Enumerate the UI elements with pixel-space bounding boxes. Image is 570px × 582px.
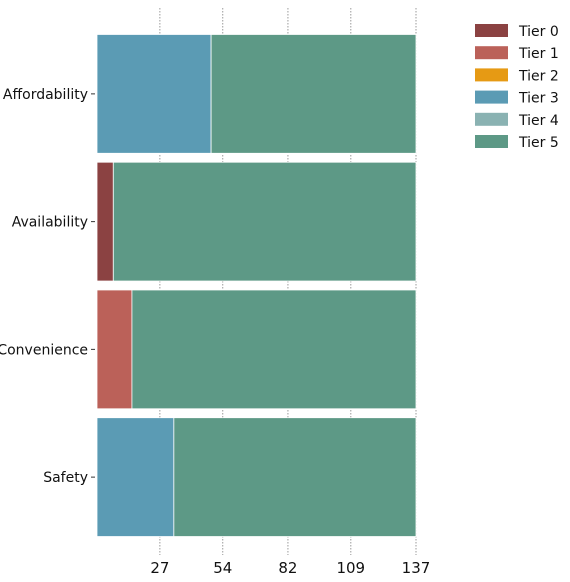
x-tick-label-3: 109 [336,559,365,577]
bar-availability-tier-0 [96,161,114,282]
x-tick-label-1: 54 [213,559,232,577]
y-axis: Affordability Availability Convenience Safe… [0,87,95,486]
bars [96,34,417,537]
legend-label-0: Tier 0 [518,24,559,40]
bar-safety-tier-3 [96,417,175,537]
y-tick-label-0: Affordability [3,87,88,103]
x-tick-label-0: 27 [150,559,169,577]
bar-availability-tier-5 [112,161,417,282]
y-tick-label-2: Convenience [0,342,88,358]
legend: Tier 0 Tier 1 Tier 2 Tier 3 Tier 4 Tier 5 [475,24,559,151]
bar-convenience-tier-1 [96,289,133,410]
x-tick-label-4: 137 [402,559,431,577]
legend-swatch-3 [475,90,508,104]
x-tick-label-2: 82 [278,559,297,577]
legend-swatch-5 [475,135,508,148]
bar-affordability-tier-5 [210,34,417,154]
legend-label-3: Tier 3 [518,91,559,107]
bar-affordability-tier-3 [96,34,212,154]
x-axis: 27 54 82 109 137 [150,559,430,577]
legend-label-5: Tier 5 [518,135,559,151]
y-tick-label-3: Safety [43,470,88,486]
legend-swatch-4 [475,112,508,126]
legend-label-2: Tier 2 [518,68,559,84]
legend-swatch-1 [475,46,508,60]
bar-safety-tier-5 [173,417,417,537]
legend-swatch-0 [475,24,508,37]
y-tick-label-1: Availability [12,215,88,231]
legend-swatch-2 [475,68,508,82]
legend-label-1: Tier 1 [518,46,559,62]
bar-convenience-tier-5 [131,289,417,410]
legend-label-4: Tier 4 [518,113,559,129]
